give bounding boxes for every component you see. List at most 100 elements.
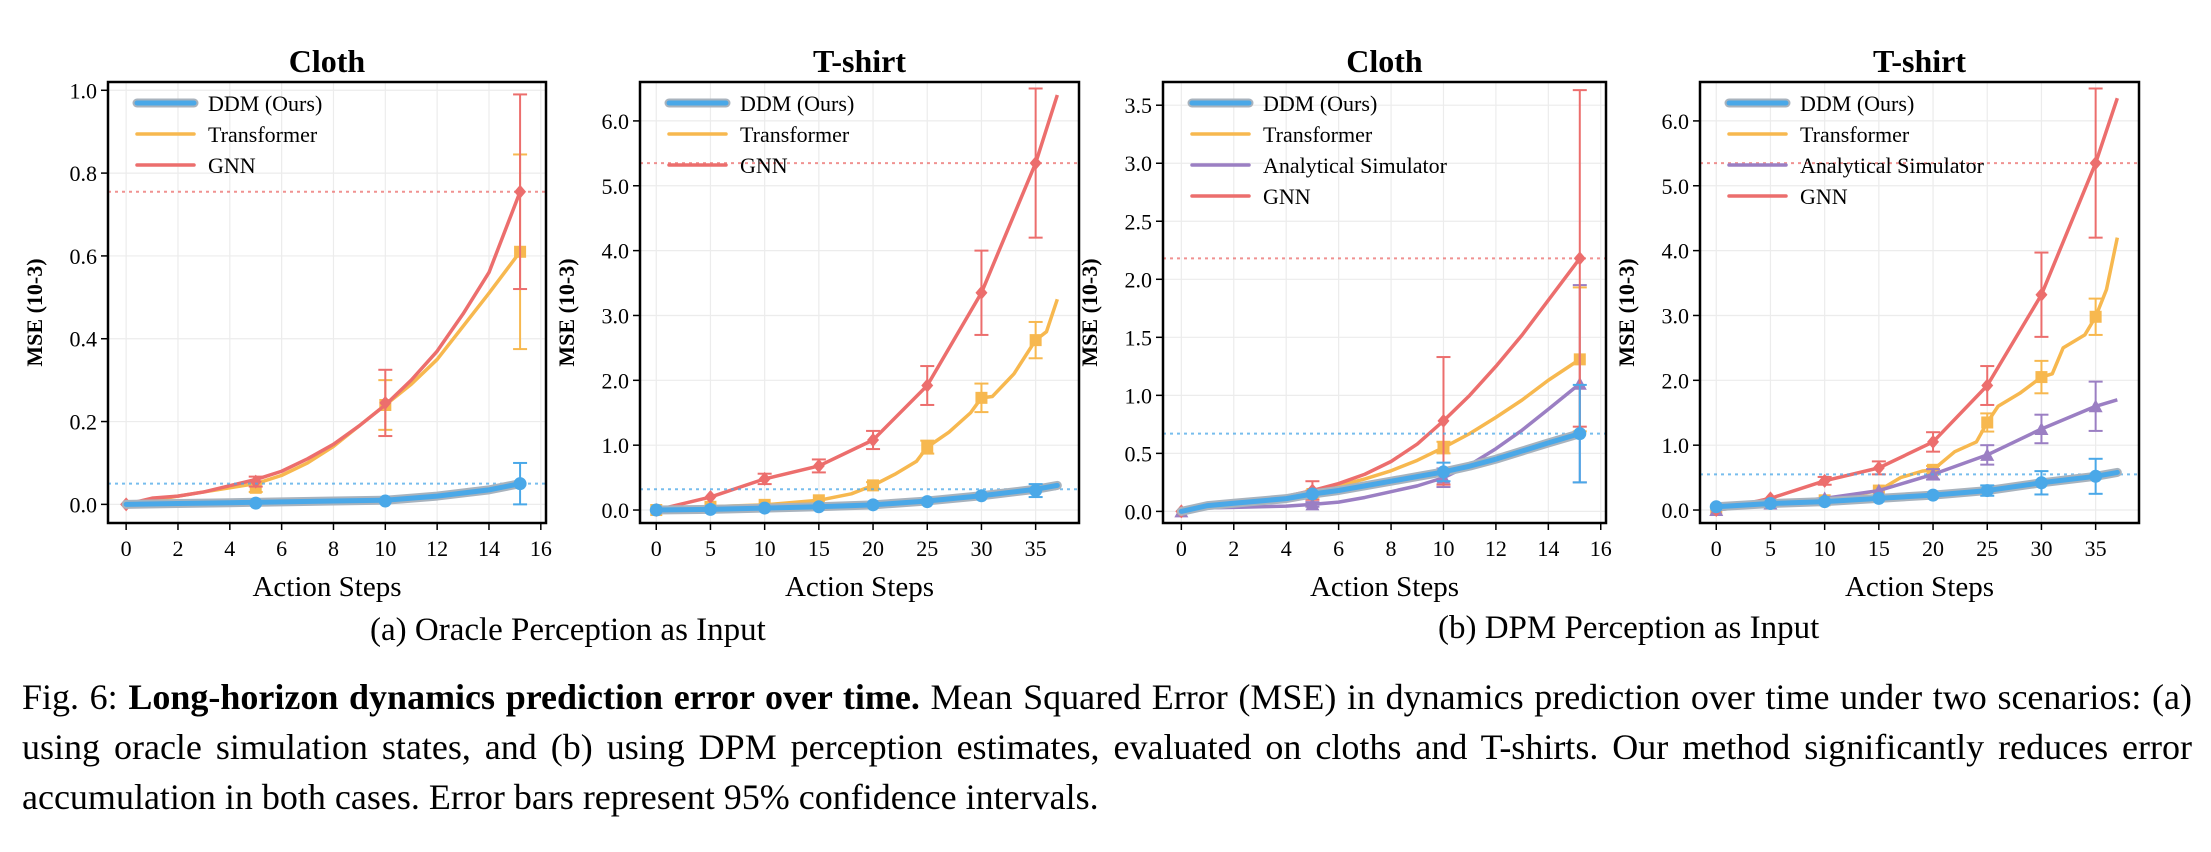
x-tick-label: 10 bbox=[1432, 536, 1454, 561]
x-tick-label: 4 bbox=[1281, 536, 1292, 561]
chart-title: Cloth bbox=[289, 43, 366, 79]
series-group bbox=[640, 87, 1079, 518]
plot-frame bbox=[638, 80, 1081, 525]
data-point-analytical bbox=[1980, 447, 1995, 461]
series-line-gnn bbox=[655, 94, 1059, 512]
x-tick-label: 10 bbox=[374, 536, 396, 561]
x-tick-label: 0 bbox=[651, 536, 662, 561]
y-tick-label: 3.0 bbox=[1662, 303, 1690, 328]
legend-label-gnn: GNN bbox=[1800, 184, 1848, 209]
data-point-ddm bbox=[974, 489, 988, 503]
x-tick-label: 8 bbox=[1386, 536, 1397, 561]
series-line-analytical bbox=[1181, 382, 1581, 514]
y-tick-label: 3.0 bbox=[602, 303, 630, 328]
data-point-ddm bbox=[1029, 484, 1043, 498]
data-point-gnn bbox=[1573, 251, 1586, 266]
data-point-ddm bbox=[920, 495, 934, 509]
legend: DDM (Ours) Transformer GNN bbox=[664, 91, 854, 178]
y-tick-label: 0.0 bbox=[1662, 498, 1690, 523]
data-point-gnn bbox=[758, 471, 771, 486]
y-tick-label: 1.0 bbox=[1662, 433, 1690, 458]
legend-label-ddm: DDM (Ours) bbox=[1800, 91, 1914, 116]
data-point-ddm bbox=[1305, 487, 1319, 501]
x-tick-label: 6 bbox=[276, 536, 287, 561]
legend-label-ddm: DDM (Ours) bbox=[1263, 91, 1377, 116]
series-line-gnn bbox=[125, 191, 522, 507]
x-tick-label: 25 bbox=[1976, 536, 1998, 561]
data-point-gnn bbox=[2089, 156, 2102, 171]
x-tick-label: 5 bbox=[705, 536, 716, 561]
chart-2: T-shirt 0 5 10 15 20 25 30 35 0.0 1.0 2.0 3.0 4.0 5.0 6… bbox=[554, 43, 1081, 603]
data-point-gnn bbox=[1029, 156, 1042, 171]
data-point-gnn bbox=[1818, 473, 1831, 488]
y-tick-label: 0.0 bbox=[70, 492, 98, 517]
x-tick-label: 35 bbox=[2085, 536, 2107, 561]
chart-title: Cloth bbox=[1346, 43, 1423, 79]
y-tick-label: 0.5 bbox=[1125, 441, 1153, 466]
data-point-ddm bbox=[1709, 500, 1723, 514]
y-tick-label: 0.0 bbox=[1125, 499, 1153, 524]
y-tick-label: 0.0 bbox=[602, 498, 630, 523]
legend-label-transformer: Transformer bbox=[208, 122, 318, 147]
data-point-ddm bbox=[1872, 491, 1886, 505]
x-tick-label: 4 bbox=[224, 536, 235, 561]
x-tick-label: 20 bbox=[1922, 536, 1944, 561]
data-point-gnn bbox=[514, 184, 527, 199]
legend: DDM (Ours) Transformer Analytical Simulato… bbox=[1724, 91, 1985, 209]
caption-label: Fig. 6: bbox=[22, 677, 129, 717]
y-tick-label: 2.0 bbox=[1125, 267, 1153, 292]
x-tick-label: 6 bbox=[1333, 536, 1344, 561]
figure: Cloth 0 2 4 6 8 10 12 14 16 0.0 0.2 0.4 0.6 0.8 1.0 Acti… bbox=[22, 43, 2141, 603]
y-axis-label: MSE (10-3) bbox=[1077, 258, 1102, 366]
plot-frame bbox=[106, 80, 548, 525]
x-tick-label: 15 bbox=[808, 536, 830, 561]
data-point-gnn bbox=[975, 285, 988, 300]
series-line-transformer bbox=[125, 250, 522, 507]
y-axis-label: MSE (10-3) bbox=[1614, 258, 1639, 366]
subcaption-a: (a) Oracle Perception as Input bbox=[370, 612, 766, 648]
y-tick-label: 2.0 bbox=[1662, 368, 1690, 393]
x-tick-label: 12 bbox=[426, 536, 448, 561]
x-tick-label: 12 bbox=[1485, 536, 1507, 561]
x-tick-label: 14 bbox=[1537, 536, 1559, 561]
y-tick-label: 1.0 bbox=[1125, 383, 1153, 408]
y-tick-label: 2.0 bbox=[602, 368, 630, 393]
series-group bbox=[1163, 89, 1606, 519]
data-point-gnn bbox=[379, 395, 392, 410]
legend-label-analytical: Analytical Simulator bbox=[1263, 153, 1448, 178]
y-tick-label: 5.0 bbox=[602, 174, 630, 199]
x-tick-label: 35 bbox=[1025, 536, 1047, 561]
chart-4: T-shirt 0 5 10 15 20 25 30 35 0.0 1.0 2.0 3.0 4.0 5.0 6… bbox=[1614, 43, 2141, 603]
x-tick-label: 30 bbox=[970, 536, 992, 561]
series-line-transformer bbox=[1716, 237, 2120, 512]
data-point-gnn bbox=[867, 432, 880, 447]
y-tick-label: 0.2 bbox=[70, 410, 98, 435]
data-point-ddm bbox=[1763, 497, 1777, 511]
x-tick-label: 0 bbox=[1711, 536, 1722, 561]
plot-frame bbox=[1161, 80, 1608, 525]
x-axis-label: Action Steps bbox=[785, 571, 934, 603]
data-point-transformer bbox=[1029, 334, 1042, 347]
legend: DDM (Ours) Transformer GNN bbox=[132, 91, 322, 178]
data-point-transformer bbox=[975, 391, 988, 404]
chart-1: Cloth 0 2 4 6 8 10 12 14 16 0.0 0.2 0.4 0.6 0.8 1.0 Acti… bbox=[22, 43, 552, 603]
series-line-ddm bbox=[123, 481, 523, 507]
data-point-ddm bbox=[2089, 469, 2103, 483]
x-tick-label: 2 bbox=[1228, 536, 1239, 561]
x-tick-label: 30 bbox=[2030, 536, 2052, 561]
data-point-transformer bbox=[921, 441, 934, 454]
subcaption-b: (b) DPM Perception as Input bbox=[1438, 610, 1820, 646]
legend-label-gnn: GNN bbox=[208, 153, 256, 178]
data-point-gnn bbox=[704, 490, 717, 505]
x-tick-label: 0 bbox=[121, 536, 132, 561]
x-tick-label: 0 bbox=[1176, 536, 1187, 561]
x-tick-label: 8 bbox=[328, 536, 339, 561]
data-point-ddm bbox=[1980, 484, 1994, 498]
data-point-ddm bbox=[812, 500, 826, 514]
data-point-transformer bbox=[2035, 371, 2048, 384]
y-tick-label: 0.6 bbox=[70, 244, 98, 269]
legend: DDM (Ours) Transformer Analytical Simulato… bbox=[1187, 91, 1448, 209]
chart-3: Cloth 0 2 4 6 8 10 12 14 16 0.0 0.5 1.0 1.5 2.0 2.5 3.0 3… bbox=[1077, 43, 1612, 603]
legend-label-ddm: DDM (Ours) bbox=[740, 91, 854, 116]
y-tick-label: 0.4 bbox=[70, 327, 98, 352]
